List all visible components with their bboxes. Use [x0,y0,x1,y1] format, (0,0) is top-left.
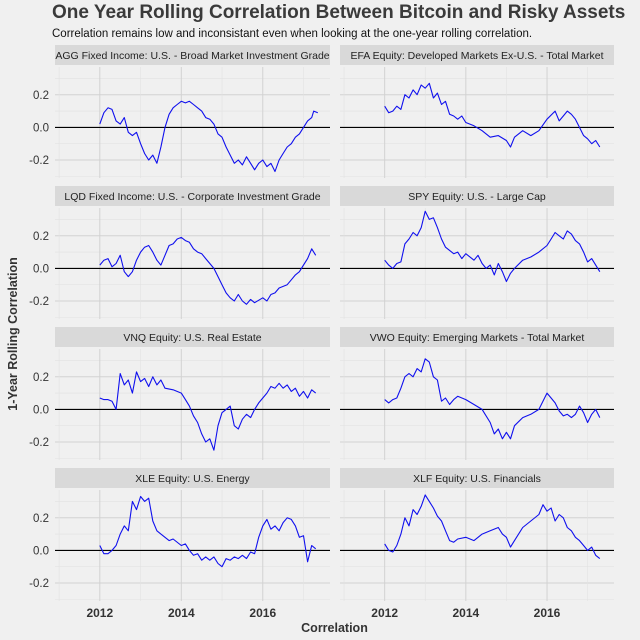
y-tick-label: -0.2 [29,437,49,449]
y-tick-label: 0.0 [33,545,49,557]
x-tick-label: 2012 [371,606,398,620]
x-axis-title: Correlation [301,621,368,635]
y-tick-label: 0.2 [33,231,49,243]
x-tick-label: 2014 [168,606,195,620]
x-tick-label: 2016 [534,606,561,620]
y-tick-label: 0.2 [33,372,49,384]
series-line [384,494,601,560]
facet-label: EFA Equity: Developed Markets Ex-U.S. - … [350,50,603,62]
facet-label: VWO Equity: Emerging Markets - Total Mar… [370,332,585,344]
y-tick-label: 0.2 [33,90,49,102]
chart-title: One Year Rolling Correlation Between Bit… [52,2,626,23]
panel-0: AGG Fixed Income: U.S. - Broad Market In… [29,45,330,178]
x-tick-label: 2014 [452,606,479,620]
series-line [384,82,601,148]
x-tick-label: 2012 [86,606,113,620]
panel-7: XLF Equity: U.S. Financials 2012 2014 2016 [340,468,614,620]
series-line [99,495,317,568]
series-line [384,358,601,440]
facet-label: LQD Fixed Income: U.S. - Corporate Inves… [64,191,320,203]
x-tick-label: 2016 [249,606,276,620]
y-axis-title: 1-Year Rolling Correlation [6,257,20,411]
facet-label: XLE Equity: U.S. Energy [135,473,250,485]
series-line [99,100,318,173]
facet-strip [55,186,330,206]
facet-label: XLF Equity: U.S. Financials [413,473,541,485]
facet-label: SPY Equity: U.S. - Large Cap [408,191,546,203]
panel-4: VNQ Equity: U.S. Real Estate -0.2 0.0 0.2 [29,327,330,460]
y-tick-label: 0.0 [33,122,49,134]
panel-1: EFA Equity: Developed Markets Ex-U.S. - … [340,45,614,178]
series-line [99,236,317,305]
facet-label: AGG Fixed Income: U.S. - Broad Market In… [55,50,329,62]
facet-strip [340,327,614,347]
series-line [384,210,601,283]
y-tick-label: -0.2 [29,296,49,308]
y-tick-label: -0.2 [29,155,49,167]
facet-strip [340,45,614,65]
y-tick-label: 0.2 [33,513,49,525]
chart-subtitle: Correlation remains low and inconsistant… [52,28,533,40]
panel-6: XLE Equity: U.S. Energy -0.2 0.0 0.2 2012 201… [29,468,330,620]
panel-3: SPY Equity: U.S. - Large Cap [340,186,614,319]
y-tick-label: 0.0 [33,263,49,275]
panel-5: VWO Equity: Emerging Markets - Total Mar… [340,327,614,460]
facet-strip [55,468,330,488]
facet-label: VNQ Equity: U.S. Real Estate [123,332,261,344]
facet-strip [340,186,614,206]
y-tick-label: 0.0 [33,404,49,416]
facet-strip [340,468,614,488]
panel-2: LQD Fixed Income: U.S. - Corporate Inves… [29,186,330,319]
y-tick-label: -0.2 [29,578,49,590]
series-line [99,371,317,451]
facet-strip [55,45,330,65]
facet-strip [55,327,330,347]
